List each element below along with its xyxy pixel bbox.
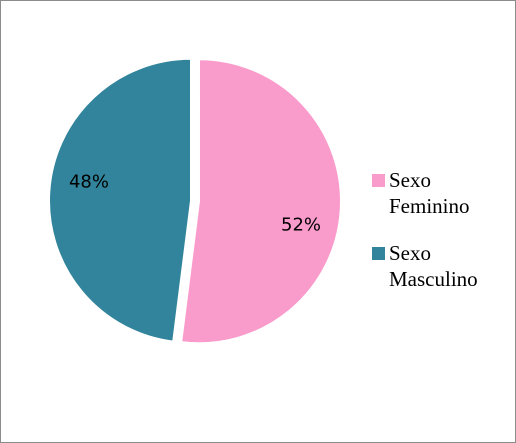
legend-swatch — [372, 247, 385, 260]
legend-item: Sexo Masculino — [372, 240, 512, 292]
pie-slice — [48, 57, 193, 343]
data-label: 52% — [281, 215, 321, 236]
legend-label: Sexo Masculino — [389, 241, 478, 291]
data-label: 48% — [69, 171, 109, 192]
legend-item: Sexo Feminino — [372, 167, 512, 219]
pie-slice — [180, 58, 342, 345]
legend-swatch — [372, 174, 385, 187]
legend-label: Sexo Feminino — [389, 168, 470, 218]
